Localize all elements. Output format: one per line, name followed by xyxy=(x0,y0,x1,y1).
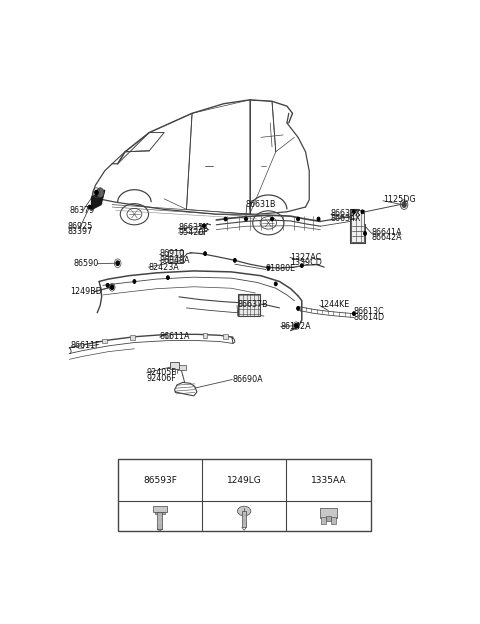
Text: 86593F: 86593F xyxy=(143,475,177,485)
Bar xyxy=(351,210,364,242)
Text: 92405F: 92405F xyxy=(147,368,177,378)
Bar xyxy=(223,334,228,339)
Bar xyxy=(321,517,326,525)
Text: 1327AC: 1327AC xyxy=(290,253,321,262)
Circle shape xyxy=(88,205,91,209)
Circle shape xyxy=(317,217,320,221)
Text: 1125DG: 1125DG xyxy=(383,195,416,204)
Text: 86642A: 86642A xyxy=(372,233,402,242)
Bar xyxy=(326,516,331,520)
Text: 86611A: 86611A xyxy=(160,332,190,341)
Text: 91880E: 91880E xyxy=(266,265,296,273)
Text: 86590: 86590 xyxy=(73,259,98,268)
Circle shape xyxy=(352,312,355,316)
Text: 86634X: 86634X xyxy=(331,214,361,223)
Circle shape xyxy=(267,266,270,270)
Text: 1244KE: 1244KE xyxy=(320,300,350,309)
Text: 86631B: 86631B xyxy=(246,200,276,209)
Circle shape xyxy=(300,264,303,268)
Text: 86142A: 86142A xyxy=(281,321,311,331)
Text: 1249BD: 1249BD xyxy=(71,286,102,296)
Text: 86611F: 86611F xyxy=(71,341,100,350)
Bar xyxy=(168,250,183,263)
Text: 86848A: 86848A xyxy=(160,256,190,265)
Circle shape xyxy=(96,188,104,197)
Text: 86637B: 86637B xyxy=(237,300,268,309)
Circle shape xyxy=(294,323,298,328)
Circle shape xyxy=(224,217,227,221)
Circle shape xyxy=(271,217,274,221)
Circle shape xyxy=(106,283,109,287)
Text: 1335AA: 1335AA xyxy=(311,475,346,485)
Bar xyxy=(203,333,207,338)
Text: 1249LG: 1249LG xyxy=(227,475,262,485)
Bar xyxy=(320,508,336,518)
Bar xyxy=(331,517,336,525)
Text: 86379: 86379 xyxy=(69,206,95,215)
Polygon shape xyxy=(92,190,105,210)
Bar xyxy=(242,511,246,527)
Text: 86910: 86910 xyxy=(160,249,185,258)
Text: 86633X: 86633X xyxy=(331,209,361,218)
Circle shape xyxy=(352,210,355,214)
Circle shape xyxy=(233,258,236,262)
Text: 1339CD: 1339CD xyxy=(290,258,322,267)
Bar xyxy=(157,512,162,529)
Text: 86635X: 86635X xyxy=(178,223,209,232)
Circle shape xyxy=(363,232,367,235)
Text: 82423A: 82423A xyxy=(148,263,180,271)
Bar xyxy=(170,362,179,369)
Circle shape xyxy=(95,190,98,195)
Bar xyxy=(166,333,170,338)
Ellipse shape xyxy=(238,506,251,516)
Bar xyxy=(200,224,204,228)
Circle shape xyxy=(204,251,206,256)
Circle shape xyxy=(116,261,120,266)
Bar xyxy=(198,230,203,235)
Text: 95420F: 95420F xyxy=(178,228,208,238)
Circle shape xyxy=(244,217,248,221)
Text: 86614D: 86614D xyxy=(353,313,384,321)
Text: 86690A: 86690A xyxy=(232,374,263,384)
Circle shape xyxy=(297,306,300,310)
Bar xyxy=(238,295,260,316)
Text: 86641A: 86641A xyxy=(372,228,402,237)
Bar xyxy=(153,506,167,512)
Bar xyxy=(118,459,371,532)
Text: 92406F: 92406F xyxy=(147,374,177,383)
Circle shape xyxy=(203,224,205,228)
Text: 86613C: 86613C xyxy=(353,307,384,316)
Bar xyxy=(155,512,165,514)
Text: 86925: 86925 xyxy=(67,222,93,231)
Bar xyxy=(178,365,186,370)
Bar xyxy=(130,335,135,340)
Bar xyxy=(102,339,107,343)
Circle shape xyxy=(133,280,136,283)
Circle shape xyxy=(110,285,114,290)
Circle shape xyxy=(361,210,364,214)
Circle shape xyxy=(167,276,169,280)
Circle shape xyxy=(297,217,300,221)
Bar xyxy=(78,343,83,348)
Text: 83397: 83397 xyxy=(67,228,93,236)
Circle shape xyxy=(274,282,277,286)
Circle shape xyxy=(402,202,407,208)
